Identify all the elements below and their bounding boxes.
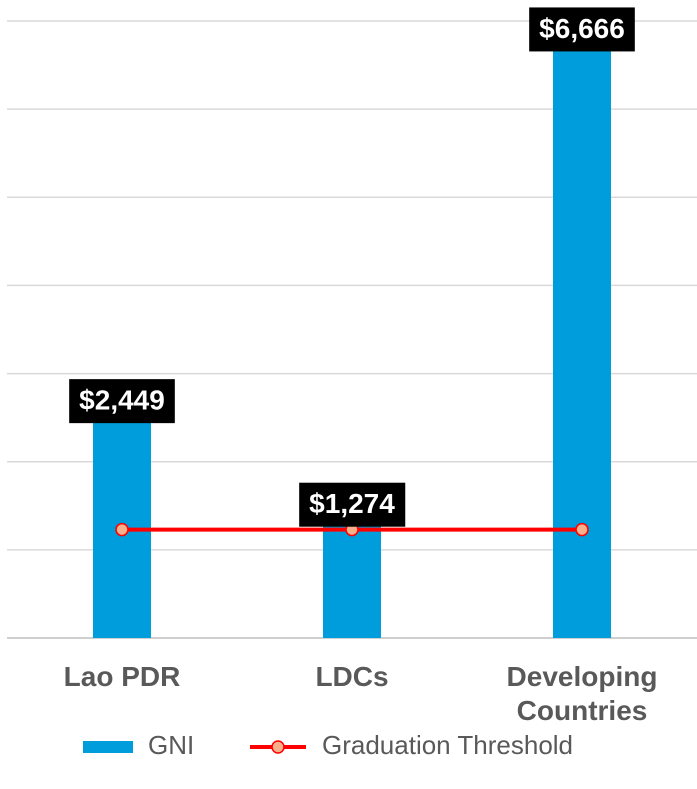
x-tick-label: LDCs	[315, 661, 389, 692]
legend-label: GNI	[148, 730, 194, 760]
x-tick-label: Lao PDR	[63, 661, 181, 692]
data-label-bg	[529, 7, 635, 52]
bar	[323, 525, 381, 638]
threshold-marker	[575, 522, 589, 537]
data-label-bg	[299, 482, 406, 527]
data-label-bg	[69, 379, 175, 424]
legend-label: Graduation Threshold	[322, 730, 573, 760]
data-label: $2,449	[79, 385, 165, 416]
legend-swatch	[83, 741, 133, 753]
data-label: $6,666	[539, 13, 625, 44]
x-tick-label: Developing Countries	[506, 661, 658, 726]
threshold-marker	[115, 522, 129, 537]
legend-swatch	[271, 740, 285, 754]
bar	[553, 50, 611, 639]
data-label-group: $6,666	[529, 7, 635, 52]
data-label-group: $1,274	[299, 482, 406, 527]
data-label: $1,274	[309, 488, 395, 519]
data-label-group: $2,449	[69, 379, 175, 424]
